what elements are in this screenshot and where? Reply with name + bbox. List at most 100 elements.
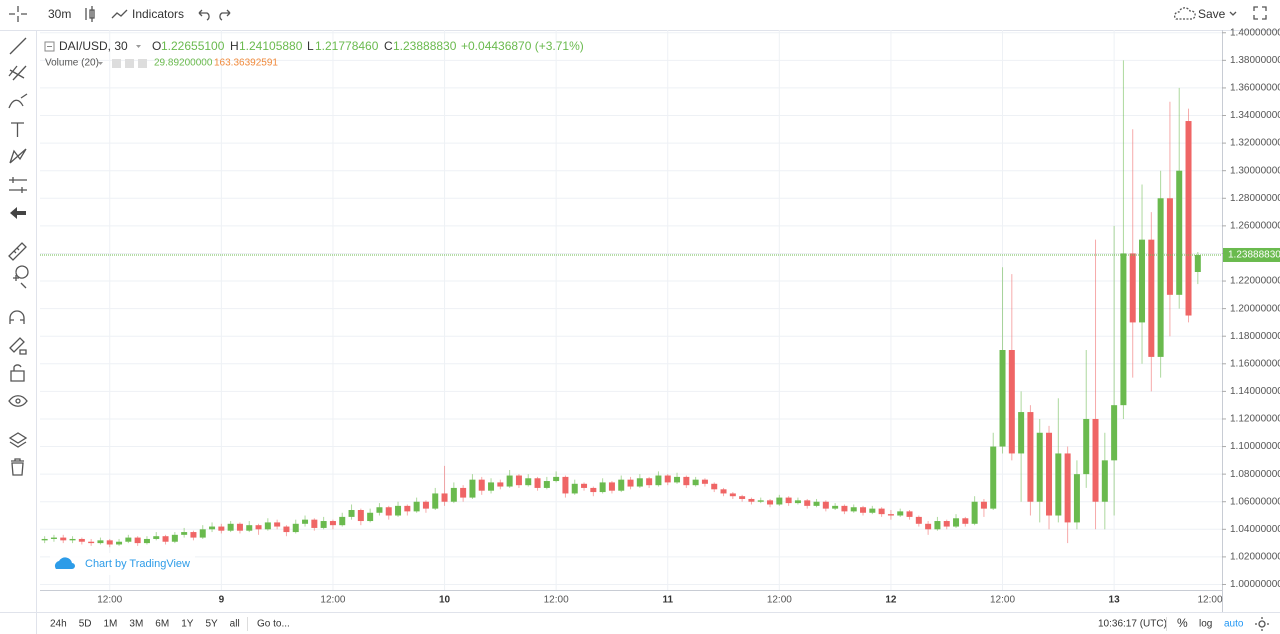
candle-body — [1073, 474, 1080, 523]
candle-body — [162, 536, 169, 542]
crosshair-icon[interactable] — [9, 6, 27, 22]
candle-body — [190, 532, 197, 538]
candle-body — [1185, 121, 1192, 316]
magnet-tool[interactable] — [9, 310, 25, 324]
watermark-logo — [54, 557, 75, 569]
candle-body — [283, 526, 290, 533]
indicators-icon[interactable] — [111, 9, 128, 19]
y-tick-label: 1.40000000 — [1230, 27, 1280, 38]
measure-tool[interactable] — [8, 242, 27, 261]
range-button[interactable]: 5D — [79, 619, 92, 630]
percent-toggle[interactable]: % — [1177, 616, 1188, 630]
range-button[interactable]: 5Y — [205, 619, 218, 630]
candle-body — [376, 507, 383, 513]
candle-body — [1111, 405, 1118, 461]
candle-body — [88, 541, 95, 544]
symbol-menu[interactable] — [136, 45, 141, 48]
candle-body — [60, 537, 67, 541]
y-tick-label: 1.10000000 — [1230, 441, 1280, 452]
candle-body — [106, 540, 113, 545]
back-tool[interactable] — [10, 207, 26, 219]
y-tick-label: 1.18000000 — [1230, 331, 1280, 342]
open-label: O — [152, 39, 161, 53]
candle-body — [887, 514, 894, 516]
volume-hide[interactable] — [125, 59, 134, 68]
hide-tool[interactable] — [8, 395, 28, 407]
candle-body — [1148, 239, 1155, 357]
candle-body — [329, 521, 336, 526]
candle-body — [627, 479, 634, 487]
prediction-tool[interactable] — [9, 177, 27, 193]
candle-body — [1129, 253, 1136, 323]
cloud-icon[interactable] — [1174, 7, 1196, 20]
candles — [40, 60, 1222, 548]
range-button[interactable]: 1Y — [181, 619, 194, 630]
volume-remove[interactable] — [138, 59, 147, 68]
log-toggle[interactable]: log — [1199, 619, 1212, 630]
range-button[interactable]: 3M — [129, 619, 143, 630]
x-tick-label: 12:00 — [767, 595, 792, 606]
auto-toggle[interactable]: auto — [1224, 619, 1244, 630]
candle-body — [1036, 432, 1043, 502]
trend-line-tool[interactable] — [9, 37, 27, 55]
candle-body — [236, 523, 243, 531]
candle-body — [460, 487, 467, 498]
range-button[interactable]: 6M — [155, 619, 169, 630]
undo-icon[interactable] — [198, 9, 210, 21]
range-button[interactable]: 1M — [103, 619, 117, 630]
candle-body — [1064, 453, 1071, 523]
goto-button[interactable]: Go to... — [257, 619, 290, 630]
volume-value: 29.89200000 — [154, 58, 213, 69]
pattern-tool[interactable] — [9, 148, 27, 164]
candle-body — [934, 521, 941, 530]
candle-body — [971, 501, 978, 524]
range-button[interactable]: 24h — [50, 619, 67, 630]
volume-settings[interactable] — [112, 59, 121, 68]
candle-body — [357, 510, 364, 522]
candle-body — [171, 534, 178, 542]
candle-body — [488, 482, 495, 491]
candle-body — [246, 525, 253, 531]
change-value: +0.04436870 (+3.71%) — [461, 39, 584, 53]
collapse-box[interactable] — [44, 41, 55, 52]
fullscreen-icon[interactable] — [1253, 6, 1267, 20]
watermark: Chart by TradingView — [50, 553, 195, 575]
range-button[interactable]: all — [230, 619, 240, 630]
candle-body — [534, 478, 541, 488]
candle-body — [776, 497, 783, 505]
candle-body — [1166, 198, 1173, 295]
y-tick-label: 1.20000000 — [1230, 303, 1280, 314]
candle-body — [767, 500, 774, 505]
interval[interactable]: 30m — [48, 7, 71, 21]
candle-body — [41, 538, 48, 541]
volume-menu[interactable] — [98, 62, 103, 65]
candle-body — [701, 479, 708, 484]
watermark-text[interactable]: Chart by TradingView — [85, 558, 190, 570]
delete-tool[interactable] — [11, 458, 24, 476]
high-label: H — [230, 39, 239, 53]
save-menu-icon[interactable] — [1229, 11, 1237, 16]
candle-body — [395, 505, 402, 516]
fib-tool[interactable] — [8, 65, 27, 81]
candle-body — [274, 522, 281, 527]
save-button[interactable]: Save — [1198, 7, 1226, 21]
x-tick-label: 12:00 — [1197, 595, 1222, 606]
object-tree-tool[interactable] — [8, 432, 28, 448]
zoom-tool[interactable] — [13, 265, 29, 289]
candle-body — [1101, 460, 1108, 502]
candle-body — [1194, 254, 1201, 272]
redo-icon[interactable] — [219, 9, 231, 21]
brush-tool[interactable] — [8, 93, 28, 109]
candle-body — [1176, 170, 1183, 295]
watermark-box — [50, 553, 195, 575]
chart-type-icon[interactable] — [85, 6, 95, 22]
text-tool[interactable] — [11, 122, 24, 137]
lock-tool[interactable] — [10, 364, 25, 382]
candle-body — [897, 511, 904, 516]
candle-body — [906, 511, 913, 517]
settings-icon[interactable] — [1255, 617, 1269, 631]
stay-drawing-tool[interactable] — [9, 337, 27, 355]
indicators-button[interactable]: Indicators — [132, 7, 184, 21]
